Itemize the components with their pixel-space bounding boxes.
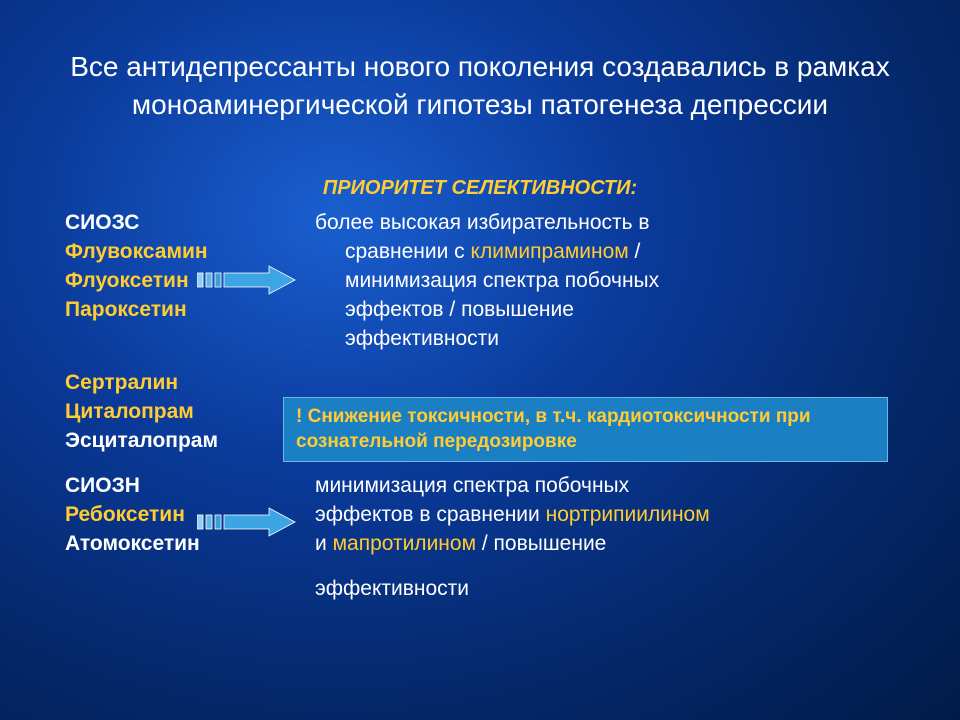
group2-desc-5: эффективности [315, 576, 910, 603]
slide-subtitle: ПРИОРИТЕТ СЕЛЕКТИВНОСТИ: [0, 177, 960, 200]
slide: Все антидепрессанты нового поколения соз… [0, 0, 960, 720]
group1-desc-4: эффектов / повышение [315, 297, 910, 324]
arrow-icon [197, 506, 297, 538]
txt-yellow: климипрамином [471, 240, 629, 263]
group1-desc-5: эффективности [315, 326, 910, 353]
group1b-row1: Сертралин [65, 370, 910, 397]
group1-header: СИОЗС [65, 210, 315, 237]
group1-desc-2: сравнении с климипрамином / [315, 239, 910, 266]
txt: / [629, 240, 641, 263]
group1-desc-1: более высокая избирательность в [315, 210, 910, 237]
group2-row2: Ребоксетин эффектов в сравнении нортрипи… [65, 502, 910, 529]
callout-box: ! Снижение токсичности, в т.ч. кардиоток… [283, 397, 888, 462]
group2-desc-1: минимизация спектра побочных [315, 473, 910, 500]
group2-desc-2: эффектов в сравнении нортрипиилином [315, 502, 910, 529]
txt: / повышение [476, 532, 606, 555]
drug-paroxetine: Пароксетин [65, 297, 315, 324]
group1-row5: эффективности [65, 326, 910, 353]
group2-row5: эффективности [65, 576, 910, 603]
group1-row2: Флувоксамин сравнении с климипрамином / [65, 239, 910, 266]
group1-desc-3: минимизация спектра побочных [315, 268, 910, 295]
txt: эффектов в сравнении [315, 503, 546, 526]
group2-desc-3: и мапротилином / повышение [315, 531, 910, 558]
group1-row: СИОЗС более высокая избирательность в [65, 210, 910, 237]
slide-title: Все антидепрессанты нового поколения соз… [60, 48, 900, 124]
txt-yellow: мапротилином [333, 532, 476, 555]
txt: и [315, 532, 333, 555]
drug-citalopram: Циталопрам [65, 399, 315, 426]
spacer [65, 560, 910, 576]
group2-row3: Атомоксетин и мапротилином / повышение [65, 531, 910, 558]
drug-fluvoxamine: Флувоксамин [65, 239, 315, 266]
spacer [65, 354, 910, 370]
arrow-icon [197, 264, 297, 296]
group2-row1: СИОЗН минимизация спектра побочных [65, 473, 910, 500]
drug-escitalopram: Эсциталопрам [65, 428, 315, 455]
group2-header: СИОЗН [65, 473, 315, 500]
group1-row4: Пароксетин эффектов / повышение [65, 297, 910, 324]
group1-row3: Флуоксетин минимизация спектра побочных [65, 268, 910, 295]
txt-yellow: нортрипиилином [546, 503, 710, 526]
txt: сравнении с [345, 240, 471, 263]
drug-sertraline: Сертралин [65, 370, 315, 397]
